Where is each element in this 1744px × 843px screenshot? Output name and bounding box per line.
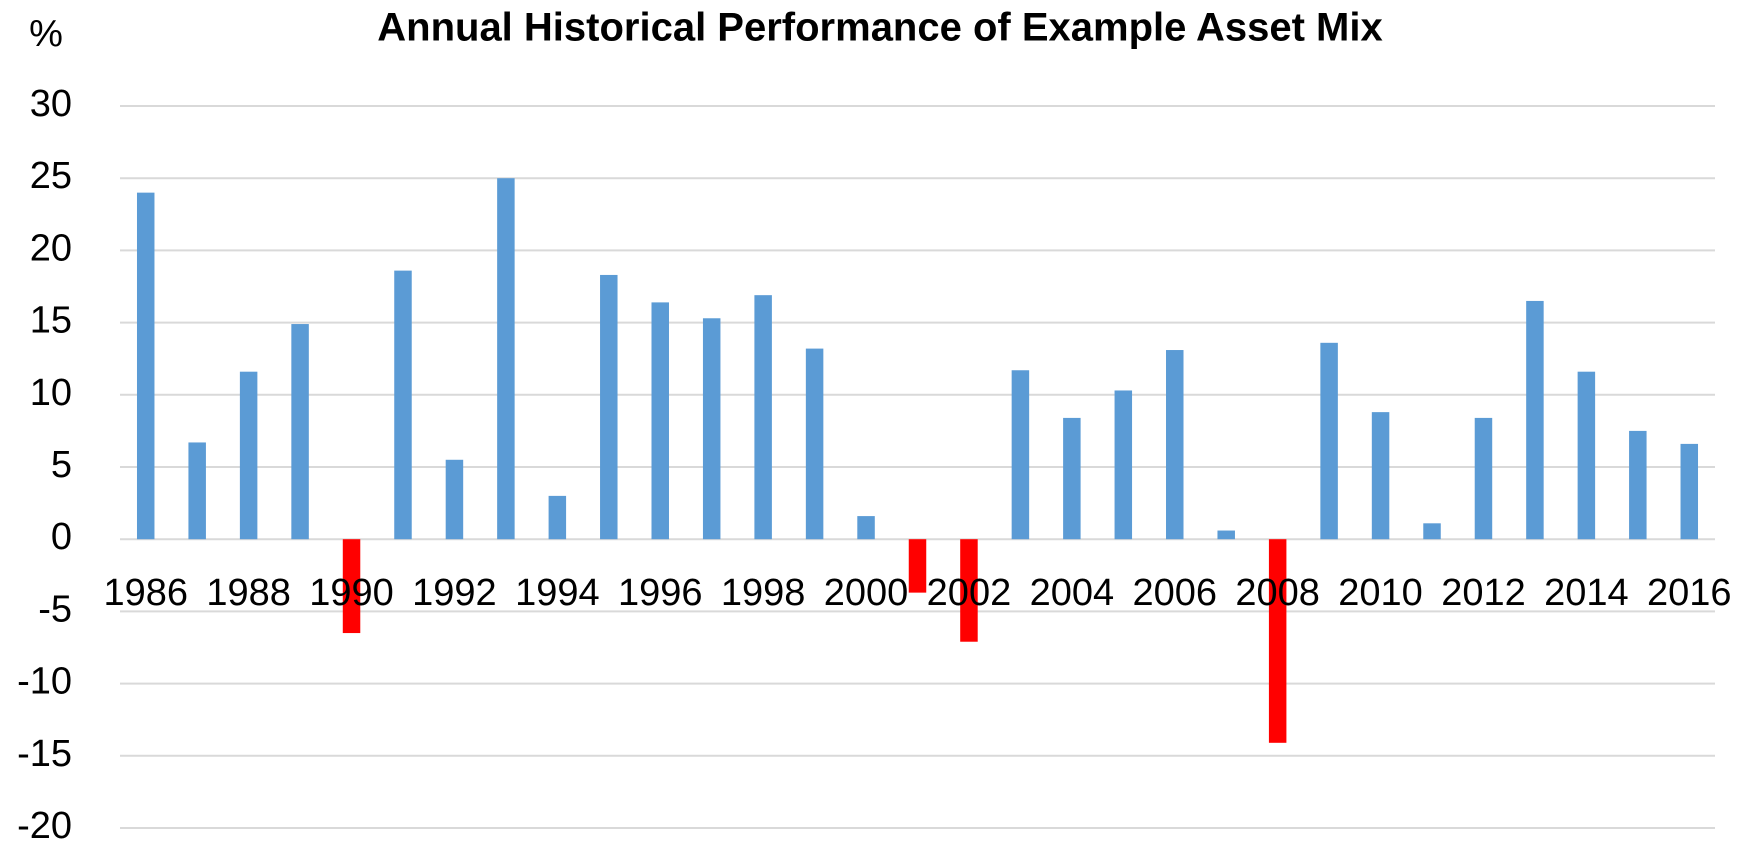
- x-tick-label: 2014: [1544, 572, 1629, 614]
- x-tick-label: 2004: [1030, 572, 1115, 614]
- bar: [1011, 370, 1030, 540]
- x-tick-label: 2002: [927, 572, 1012, 614]
- bar: [1114, 390, 1133, 540]
- x-tick-label: 1994: [515, 572, 600, 614]
- y-tick-label: -15: [17, 733, 72, 775]
- x-tick-label: 2010: [1338, 572, 1423, 614]
- bar: [445, 459, 464, 540]
- bar: [1166, 350, 1184, 540]
- bar: [1526, 300, 1544, 540]
- y-tick-label: -5: [38, 588, 72, 630]
- bar: [908, 539, 927, 593]
- bar: [1320, 342, 1338, 540]
- bar: [342, 539, 361, 634]
- bar: [188, 442, 206, 540]
- x-tick-label: 2006: [1132, 572, 1217, 614]
- bar: [1063, 417, 1081, 540]
- bar: [754, 295, 772, 540]
- x-tick-label: 2008: [1235, 572, 1320, 614]
- y-axis-label: %: [29, 13, 63, 55]
- bar: [600, 274, 618, 540]
- chart-title: Annual Historical Performance of Example…: [377, 6, 1383, 50]
- y-tick-label: 10: [30, 372, 72, 414]
- bar: [497, 178, 515, 540]
- y-tick-label: 5: [51, 444, 72, 486]
- y-tick-label: 25: [30, 155, 72, 197]
- bar: [702, 318, 721, 540]
- bar: [136, 192, 155, 540]
- x-tick-label: 2000: [824, 572, 909, 614]
- bar: [239, 371, 258, 540]
- bar: [1217, 530, 1235, 540]
- bar: [805, 348, 824, 540]
- x-tick-label: 1992: [412, 572, 497, 614]
- x-tick-label: 1996: [618, 572, 703, 614]
- y-tick-label: 30: [30, 83, 72, 125]
- bar: [1629, 430, 1647, 540]
- bar: [1268, 539, 1287, 743]
- x-tick-label: 1986: [103, 572, 188, 614]
- y-tick-label: -20: [17, 805, 72, 843]
- y-tick-label: 15: [30, 300, 72, 342]
- bar: [548, 495, 567, 540]
- y-tick-label: -10: [17, 661, 72, 703]
- x-tick-label: 1988: [206, 572, 291, 614]
- bar: [960, 539, 978, 642]
- bar: [857, 516, 875, 540]
- y-tick-label: 20: [30, 227, 72, 269]
- x-tick-label: 1990: [309, 572, 394, 614]
- bar: [291, 324, 309, 540]
- x-tick-label: 1998: [721, 572, 806, 614]
- x-tick-label: 2016: [1647, 572, 1732, 614]
- bar: [651, 302, 669, 540]
- bar: [1371, 412, 1390, 540]
- bar: [394, 270, 412, 540]
- bar: [1577, 371, 1596, 540]
- y-tick-label: 0: [51, 516, 72, 558]
- bar: [1680, 443, 1699, 540]
- bar: [1474, 417, 1493, 540]
- x-tick-label: 2012: [1441, 572, 1526, 614]
- bar: [1423, 523, 1441, 540]
